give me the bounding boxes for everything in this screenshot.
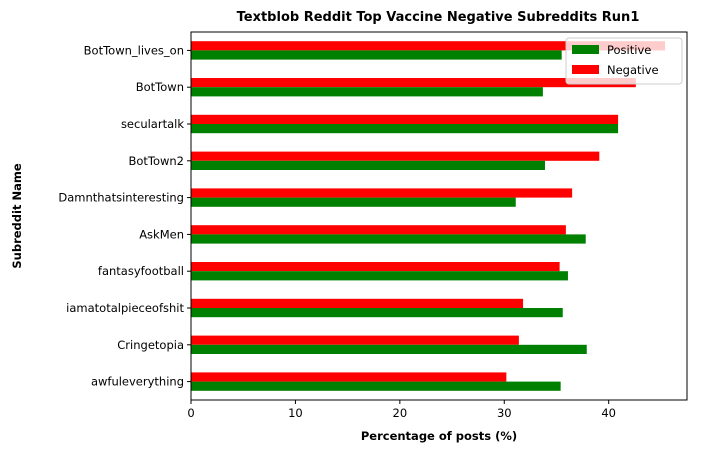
bar-negative: [191, 335, 519, 345]
y-tick-label: BotTown2: [128, 154, 184, 168]
bar-negative: [191, 151, 600, 161]
bar-positive: [191, 344, 587, 354]
legend-label: Negative: [607, 63, 659, 77]
plot-frame: [190, 31, 688, 401]
bar-positive: [191, 234, 586, 244]
y-tick-label: awfuleverything: [91, 375, 184, 389]
x-axis: 0 10 20 30 40: [187, 400, 616, 420]
legend: Positive Negative: [565, 37, 683, 85]
bar-positive: [191, 271, 568, 281]
bar-positive: [191, 308, 563, 318]
bar-positive: [191, 124, 619, 134]
bar-negative: [191, 114, 619, 124]
y-tick-label: Cringetopia: [117, 338, 184, 352]
bar-negative: [191, 372, 507, 382]
bar-negative: [191, 78, 636, 88]
bar-negative: [191, 262, 560, 272]
x-tick-label: 40: [601, 406, 616, 420]
y-tick-label: fantasyfootball: [98, 264, 184, 278]
y-tick-label: BotTown: [136, 80, 184, 94]
bar-positive: [191, 197, 516, 207]
y-tick-label: seculartalk: [121, 117, 184, 131]
bar-positive: [191, 160, 545, 170]
bar-positive: [191, 50, 562, 60]
chart-title: Textblob Reddit Top Vaccine Negative Sub…: [237, 10, 640, 25]
y-tick-label: AskMen: [139, 227, 184, 241]
bar-positive: [191, 381, 561, 391]
y-tick-label: BotTown_lives_on: [84, 43, 184, 57]
y-axis-label: Subreddit Name: [10, 163, 24, 268]
y-axis: BotTown_lives_on BotTown seculartalk BotTow…: [58, 43, 191, 389]
bar-negative: [191, 41, 666, 51]
y-tick-label: Damnthatsinteresting: [58, 191, 184, 205]
y-tick-label: iamatotalpieceofshit: [66, 301, 184, 315]
bar-negative: [191, 188, 573, 198]
x-tick-label: 20: [393, 406, 408, 420]
legend-label: Positive: [607, 43, 651, 57]
bar-negative: [191, 225, 566, 235]
x-tick-label: 30: [497, 406, 512, 420]
bar-negative: [191, 298, 524, 308]
legend-swatch: [572, 45, 599, 54]
x-tick-label: 10: [288, 406, 303, 420]
x-tick-label: 0: [187, 406, 194, 420]
bar-positive: [191, 87, 543, 97]
bars-group: [191, 41, 666, 391]
x-axis-label: Percentage of posts (%): [361, 429, 517, 443]
legend-swatch: [572, 65, 599, 74]
